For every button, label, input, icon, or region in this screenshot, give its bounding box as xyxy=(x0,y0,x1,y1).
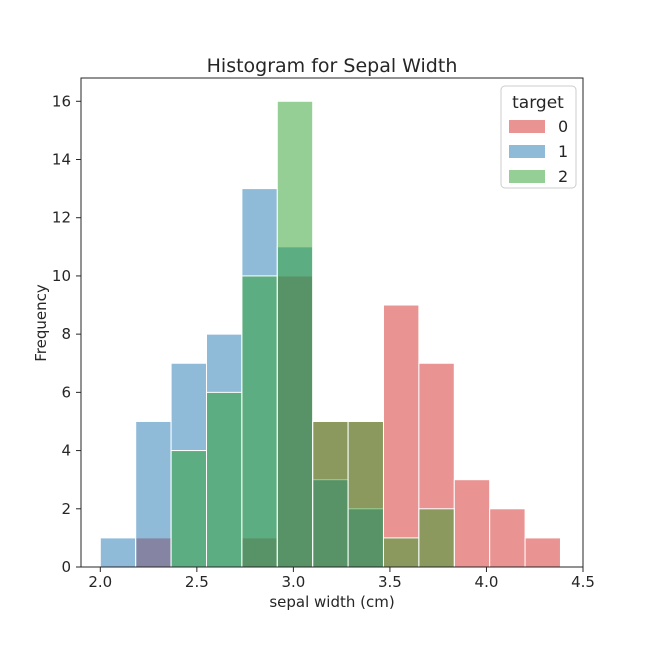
x-axis-label: sepal width (cm) xyxy=(269,593,394,611)
x-tick-label: 2.0 xyxy=(88,573,112,591)
legend-label-1: 1 xyxy=(558,142,568,161)
bar-series-2-bin-8 xyxy=(382,537,420,568)
y-tick-label: 2 xyxy=(61,500,71,518)
bar-series-0-bin-8 xyxy=(382,304,420,568)
legend: target 0 1 2 xyxy=(500,85,577,189)
y-tick-label: 4 xyxy=(61,442,71,460)
y-tick-label: 8 xyxy=(61,325,71,343)
bar-series-0-bin-10 xyxy=(453,479,491,568)
y-axis-label: Frequency xyxy=(32,284,50,362)
legend-swatch-1 xyxy=(509,145,545,158)
legend-label-2: 2 xyxy=(558,167,568,186)
bar-series-1-bin-1 xyxy=(135,420,172,568)
y-tick-label: 6 xyxy=(61,383,71,401)
bar-series-2-bin-9 xyxy=(418,508,455,568)
bar-series-0-bin-11 xyxy=(489,508,526,568)
x-tick-label: 2.5 xyxy=(185,573,209,591)
legend-label-0: 0 xyxy=(558,117,568,136)
y-tick-label: 12 xyxy=(52,209,71,227)
legend-swatch-2 xyxy=(509,170,545,183)
plot-frame xyxy=(80,77,584,568)
legend-swatch-0 xyxy=(509,120,545,133)
legend-title: target xyxy=(512,93,564,113)
x-tick-label: 4.0 xyxy=(475,573,499,591)
x-axis-ticks: 2.0 2.5 3.0 3.5 4.0 4.5 xyxy=(88,567,595,591)
bar-series-2-bin-3 xyxy=(206,391,243,568)
y-tick-label: 10 xyxy=(52,267,71,285)
x-tick-label: 3.5 xyxy=(378,573,402,591)
bars-layer xyxy=(99,100,561,568)
x-tick-label: 3.0 xyxy=(281,573,305,591)
chart-title: Histogram for Sepal Width xyxy=(207,55,458,77)
x-tick-label: 4.5 xyxy=(571,573,595,591)
bar-series-2-bin-4 xyxy=(241,275,278,568)
bar-series-2-bin-2 xyxy=(170,450,207,568)
y-tick-label: 0 xyxy=(61,558,71,576)
y-tick-label: 16 xyxy=(52,92,71,110)
y-tick-label: 14 xyxy=(52,151,71,169)
bar-series-2-bin-6 xyxy=(312,420,349,568)
bar-series-0-bin-12 xyxy=(524,537,561,568)
bar-series-2-bin-7 xyxy=(347,420,384,568)
legend-box xyxy=(500,85,577,189)
y-axis-ticks: 0 2 4 6 8 10 12 14 16 xyxy=(52,92,81,576)
bar-series-2-bin-5 xyxy=(276,100,314,568)
bar-series-1-bin-0 xyxy=(99,537,137,568)
